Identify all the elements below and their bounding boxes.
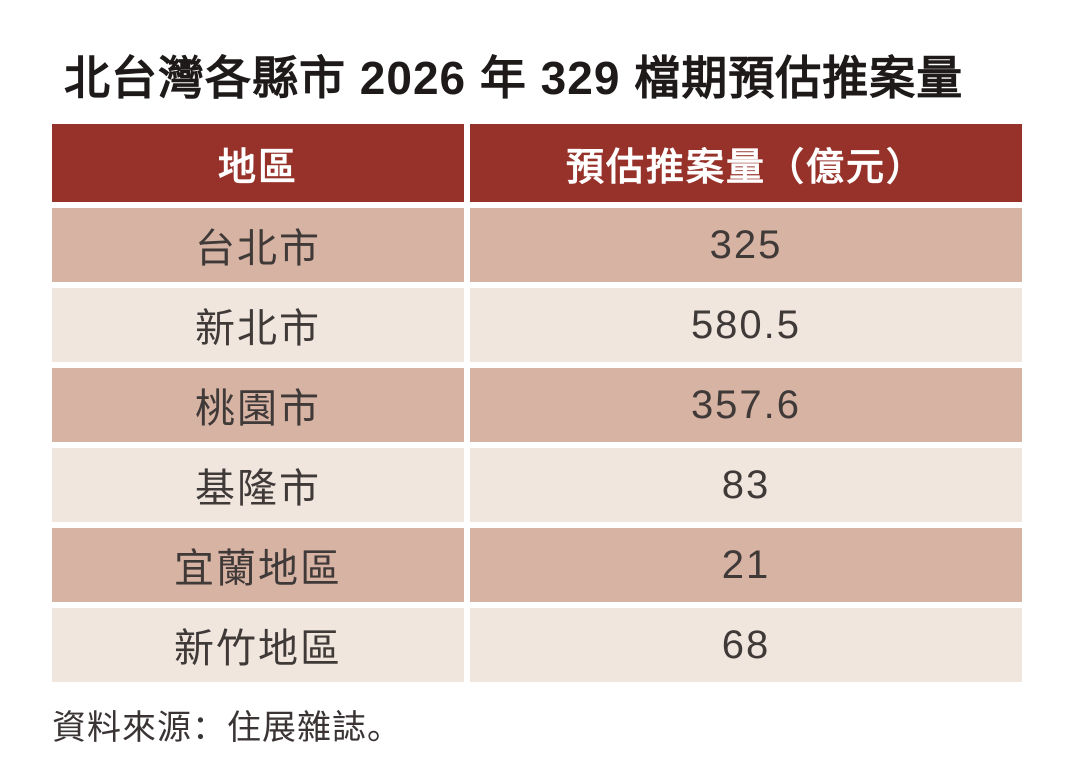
table-row-region: 基隆市 <box>52 448 464 522</box>
estimate-table: 地區 預估推案量（億元） 台北市 325 新北市 580.5 桃園市 357.6… <box>52 124 1022 682</box>
column-header-estimate: 預估推案量（億元） <box>470 124 1022 202</box>
table-row-value: 580.5 <box>470 288 1022 362</box>
page-title: 北台灣各縣市 2026 年 329 檔期預估推案量 <box>64 52 964 104</box>
table-row-region: 新北市 <box>52 288 464 362</box>
table-row-region: 台北市 <box>52 208 464 282</box>
table-row-value: 357.6 <box>470 368 1022 442</box>
table-row-region: 新竹地區 <box>52 608 464 682</box>
source-note: 資料來源：住展雜誌。 <box>52 709 402 747</box>
table-row-value: 83 <box>470 448 1022 522</box>
table-row-region: 桃園市 <box>52 368 464 442</box>
table-row-value: 68 <box>470 608 1022 682</box>
table-row-region: 宜蘭地區 <box>52 528 464 602</box>
table-row-value: 325 <box>470 208 1022 282</box>
column-header-region: 地區 <box>52 124 464 202</box>
table-row-value: 21 <box>470 528 1022 602</box>
